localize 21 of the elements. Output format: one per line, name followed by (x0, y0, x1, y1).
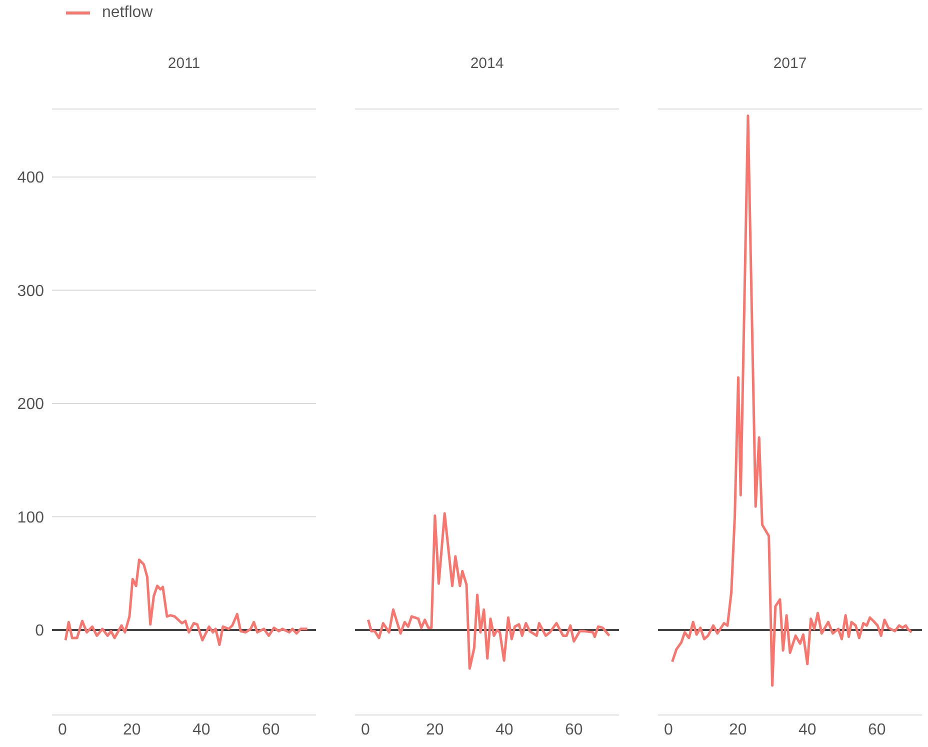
x-tick-label: 20 (728, 721, 747, 738)
x-tick-label: 40 (192, 721, 210, 738)
x-tick-label: 60 (868, 721, 886, 738)
x-tick-label: 20 (122, 721, 141, 738)
x-tick-label: 60 (262, 721, 280, 738)
x-tick-label: 20 (426, 721, 444, 738)
y-tick-label: 400 (17, 170, 44, 187)
y-tick-label: 200 (17, 396, 44, 414)
y-tick-label: 300 (17, 282, 44, 300)
x-tick-label: 40 (798, 721, 816, 738)
y-tick-label: 100 (17, 509, 44, 526)
y-tick-label: 0 (35, 622, 44, 640)
chart-title: 2014 (469, 55, 505, 74)
chart-title: 2017 (772, 55, 808, 74)
legend-label: netflow (102, 4, 153, 22)
x-tick-label: 40 (495, 721, 514, 738)
chart-title: 2011 (166, 55, 202, 74)
x-tick-label: 0 (58, 721, 67, 738)
x-tick-label: 0 (664, 721, 673, 738)
x-tick-label: 60 (564, 721, 583, 738)
x-tick-label: 0 (360, 721, 370, 738)
